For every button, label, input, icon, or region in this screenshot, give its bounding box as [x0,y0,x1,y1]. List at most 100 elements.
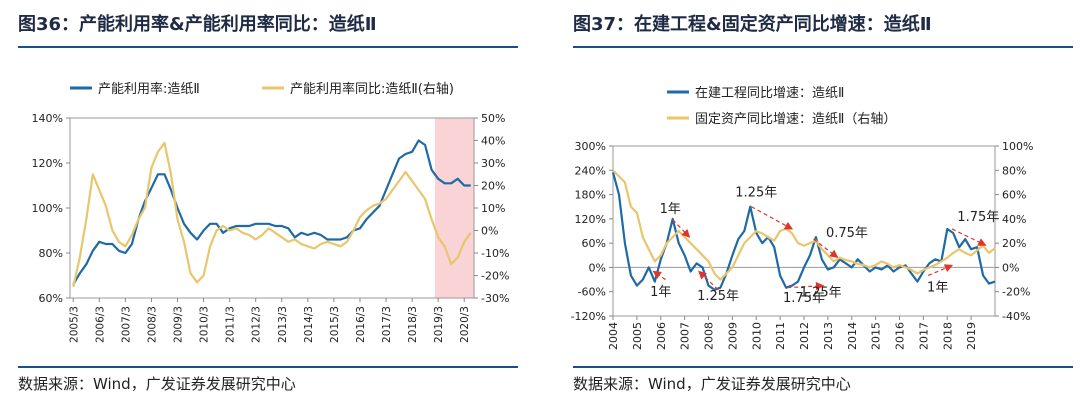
source-rule [18,366,518,368]
left-axis-tick-label: 240% [575,164,606,177]
right-axis-tick-label: 0% [1002,261,1019,274]
x-tick-label: 2009 [726,322,739,350]
lag-annotation: 1.25年 [800,286,842,301]
x-tick-label: 2011 [774,322,787,350]
x-tick-label: 2020/3 [459,306,471,343]
x-tick-label: 2016/3 [355,306,367,343]
legend-label: 产能利用率同比:造纸Ⅱ(右轴) [290,81,454,97]
left-axis-tick-label: -120% [571,310,606,323]
lag-annotation: 1.75年 [957,210,999,225]
x-tick-label: 2012/3 [251,306,263,343]
figure-title: 图37：在建工程&固定资产同比增速：造纸Ⅱ [573,14,932,35]
x-tick-label: 2006 [655,322,668,350]
right-axis-tick-label: 100% [1002,140,1033,153]
right-axis-tick-label: 10% [481,202,505,215]
lag-annotation: 1年 [650,285,671,300]
series-line-capacity-utilization-yoy [72,141,472,288]
x-tick-label: 2013/3 [277,306,289,343]
lag-arrow [951,228,987,246]
x-tick-label: 2018/3 [407,306,419,343]
title-rule [18,46,518,48]
x-tick-label: 2005/3 [68,306,80,343]
x-tick-label: 2010 [750,322,763,350]
lag-annotation: 1.25年 [735,186,777,201]
right-axis-tick-label: 0% [481,225,498,238]
data-source: 数据来源：Wind，广发证券发展研究中心 [18,375,296,393]
right-axis-tick-label: -20% [1002,286,1030,299]
x-tick-label: 2006/3 [94,306,106,343]
left-axis-tick-label: 120% [32,157,63,170]
right-axis-tick-label: 40% [481,135,505,148]
left-axis-tick-label: 0% [589,261,606,274]
x-tick-label: 2009/3 [173,306,185,343]
right-axis-tick-label: -10% [481,247,509,260]
x-tick-label: 2007/3 [120,306,132,343]
x-tick-label: 2007 [679,322,692,350]
figure-title: 图36：产能利用率&产能利用率同比：造纸Ⅱ [18,14,377,35]
figure-37: 图37：在建工程&固定资产同比增速：造纸Ⅱ -120% -60% 0% 60% 120%… [555,0,1080,403]
lag-arrow [813,238,839,259]
left-axis-tick-label: -60% [578,286,606,299]
x-tick-label: 2015 [870,322,883,350]
x-tick-label: 2014/3 [303,306,315,343]
right-axis-tick-label: 80% [1002,164,1026,177]
plot-frame [69,117,475,299]
series-line-construction-yoy [611,172,996,291]
legend-label: 产能利用率:造纸Ⅱ [98,81,200,97]
x-tick-label: 2019 [965,322,978,350]
figure-36: 图36：产能利用率&产能利用率同比：造纸Ⅱ 60% 80% 100% 120% 140%… [18,14,518,393]
x-tick-label: 2005 [631,322,644,350]
capacity-utilization-chart: 60% 80% 100% 120% 140% -30% -20% -10% 0% 10% 20% 30… [32,81,510,343]
lag-arrow [652,270,666,281]
series-line-capacity-utilization [72,139,471,286]
right-axis-tick-label: 60% [1002,189,1026,202]
series-line-fixed-assets-yoy [612,169,996,281]
x-tick-label: 2008 [703,322,716,350]
lag-annotation: 1.25年 [697,289,739,304]
left-axis-tick-label: 120% [575,213,606,226]
right-axis-tick-label: 30% [481,157,505,170]
x-tick-label: 2011/3 [225,306,237,343]
x-tick-label: 2019/3 [433,306,445,343]
x-tick-label: 2015/3 [329,306,341,343]
lag-annotation: 1.75年 [783,291,825,306]
data-source: 数据来源：Wind，广发证券发展研究中心 [573,375,851,393]
lag-arrow [698,270,719,291]
right-axis-tick-label: 40% [1002,213,1026,226]
left-axis-tick-label: 60% [582,237,606,250]
left-axis-tick-label: 60% [39,292,63,305]
source-rule [573,366,1073,368]
title-rule [573,46,1073,48]
shaded-period [434,118,474,298]
right-axis-tick-label: 20% [481,180,505,193]
x-tick-label: 2010/3 [199,306,211,343]
lag-annotation: 1年 [927,281,948,296]
lag-annotation: 0.75年 [826,226,868,241]
legend-label: 在建工程同比增速：造纸Ⅱ [695,86,844,101]
x-tick-label: 2012 [798,322,811,350]
x-tick-label: 2017/3 [381,306,393,343]
x-tick-label: 2018 [941,322,954,350]
left-axis-tick-label: 100% [32,202,63,215]
right-axis-tick-label: -40% [1002,310,1030,323]
x-tick-label: 2004 [607,322,620,350]
x-tick-label: 2016 [894,322,907,350]
lag-arrow [751,206,794,230]
x-tick-label: 2008/3 [146,306,158,343]
left-axis-tick-label: 80% [39,247,63,260]
x-tick-label: 2013 [822,322,835,350]
left-axis-tick-label: 300% [575,140,606,153]
right-axis-tick-label: 50% [481,112,505,125]
x-tick-label: 2017 [917,322,930,350]
right-axis-tick-label: -30% [481,292,509,305]
x-tick-label: 2014 [846,322,859,350]
left-axis-tick-label: 140% [32,112,63,125]
lag-arrow [927,264,954,277]
construction-fixed-assets-chart: -120% -60% 0% 60% 120% 180% 240% 300% -40% -20% 0%… [571,86,1034,350]
left-axis-tick-label: 180% [575,189,606,202]
lag-annotation: 1年 [660,202,681,217]
legend-label: 固定资产同比增速：造纸Ⅱ（右轴） [695,112,896,127]
lag-arrow [787,281,825,291]
right-axis-tick-label: 20% [1002,237,1026,250]
right-axis-tick-label: -20% [481,270,509,283]
